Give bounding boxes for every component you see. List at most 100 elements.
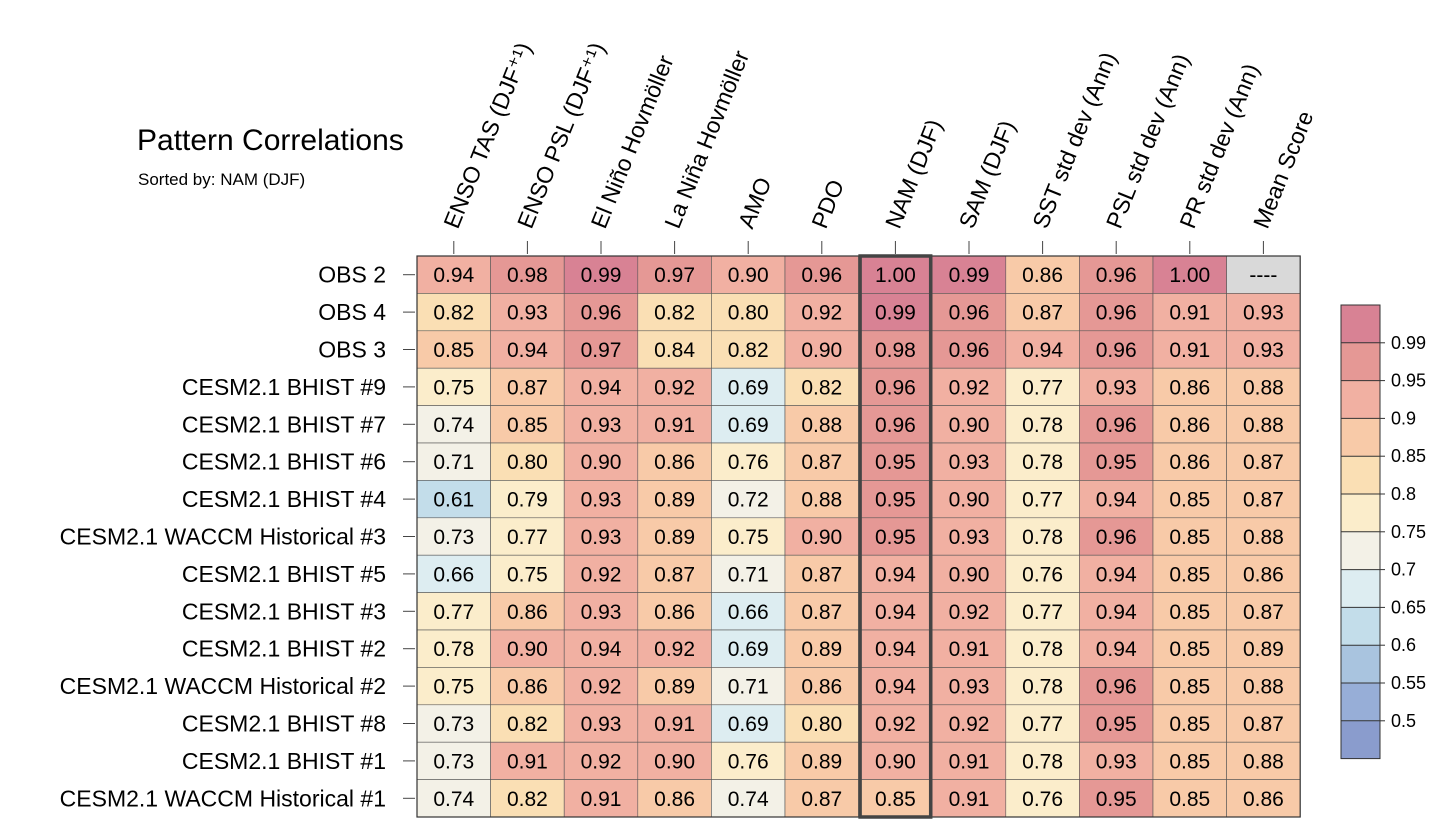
cell-value: 0.96: [875, 414, 916, 437]
cell-value: 0.92: [949, 601, 990, 624]
cell-value: 0.75: [433, 676, 474, 699]
cell-value: 0.92: [581, 750, 622, 773]
colorbar-frame: [1340, 304, 1381, 760]
row-label: CESM2.1 BHIST #7: [182, 411, 386, 437]
heatmap-cell: [1226, 629, 1301, 668]
heatmap-cell: [1226, 704, 1301, 743]
heatmap-cell: [1152, 293, 1227, 332]
cell-value: 0.90: [728, 264, 769, 287]
heatmap-cell: [931, 480, 1007, 519]
cell-value: 0.94: [1096, 489, 1137, 512]
heatmap-cell: [490, 480, 565, 519]
cell-value: 0.85: [1169, 601, 1210, 624]
cell-value: 0.73: [433, 713, 474, 736]
heatmap-cell: [1079, 741, 1154, 780]
heatmap-cell: [416, 779, 491, 818]
cell-value: 0.95: [1096, 788, 1137, 811]
row-label: CESM2.1 BHIST #1: [182, 748, 386, 774]
cell-value: 0.99: [949, 264, 990, 287]
cell-value: 0.94: [581, 376, 622, 399]
heatmap-cell: [563, 704, 639, 743]
cell-value: 0.94: [581, 638, 622, 661]
heatmap-cell: [711, 704, 786, 743]
heatmap-cell: [858, 704, 933, 743]
heatmap-cell: [1079, 592, 1154, 631]
column-label: Mean Score: [1248, 107, 1319, 232]
heatmap-cell: [711, 330, 786, 369]
heatmap-cell: [637, 330, 712, 369]
row-label: CESM2.1 BHIST #4: [182, 486, 386, 512]
cell-value: 0.97: [654, 264, 695, 287]
cell-value: 0.94: [875, 601, 916, 624]
cell-value: 0.93: [949, 526, 990, 549]
heatmap-cell: [784, 442, 859, 481]
heatmap-cell: [1079, 330, 1154, 369]
cell-value: 0.87: [801, 601, 842, 624]
cell-value: 0.86: [801, 676, 842, 699]
heatmap-cell: [637, 667, 712, 706]
heatmap-cell: [416, 704, 491, 743]
heatmap-cell: [711, 592, 786, 631]
heatmap-cell: [1005, 517, 1080, 556]
cell-value: 0.87: [1022, 302, 1063, 325]
heatmap-cell: [416, 554, 491, 593]
cell-value: 0.96: [1096, 264, 1137, 287]
heatmap-cell: [1005, 592, 1080, 631]
row-label: CESM2.1 BHIST #5: [182, 561, 386, 587]
heatmap-cell: [637, 741, 712, 780]
cell-value: 0.80: [507, 451, 548, 474]
colorbar-tick-label: 0.7: [1391, 560, 1416, 580]
heatmap-cell: [637, 554, 712, 593]
cell-value: 0.69: [728, 376, 769, 399]
heatmap-cell: [490, 779, 565, 818]
heatmap-cell: [858, 741, 933, 780]
cell-value: 0.95: [1096, 451, 1137, 474]
cell-value: 0.93: [1096, 376, 1137, 399]
cell-value: 0.86: [1022, 264, 1063, 287]
row-label: CESM2.1 WACCM Historical #2: [60, 673, 386, 699]
heatmap-cell: [1152, 554, 1227, 593]
heatmap-cell: [711, 293, 786, 332]
heatmap-cell: [416, 480, 491, 519]
cell-value: 0.85: [1169, 489, 1210, 512]
heatmap-cell: [1226, 367, 1301, 406]
heatmap-cell: [563, 554, 639, 593]
colorbar-tick-label: 0.65: [1391, 597, 1426, 617]
cell-value: 0.85: [1169, 526, 1210, 549]
cell-value: 0.89: [654, 526, 695, 549]
cell-value: 0.91: [949, 638, 990, 661]
heatmap-cell: [1152, 704, 1227, 743]
cell-value: 0.71: [728, 676, 769, 699]
cell-value: 0.78: [1022, 414, 1063, 437]
heatmap-cell: [1079, 480, 1154, 519]
row-label: OBS 4: [318, 299, 386, 325]
heatmap-cell: [1152, 480, 1227, 519]
row-label: CESM2.1 WACCM Historical #1: [60, 785, 386, 811]
heatmap-cell: [1079, 293, 1154, 332]
column-label: AMO: [733, 174, 777, 232]
heatmap-cell: [637, 517, 712, 556]
heatmap-cell: [1152, 330, 1227, 369]
cell-value: 0.88: [1243, 526, 1284, 549]
cell-value: 0.73: [433, 526, 474, 549]
heatmap-cell: [490, 592, 565, 631]
cell-value: 0.92: [949, 376, 990, 399]
cell-value: 0.87: [1243, 713, 1284, 736]
cell-value: 0.93: [581, 489, 622, 512]
heatmap-cell: [1226, 480, 1301, 519]
heatmap-cell: [490, 554, 565, 593]
heatmap-cell: [858, 255, 933, 294]
cell-value: 0.77: [1022, 713, 1063, 736]
colorbar-bin: [1341, 683, 1380, 721]
cell-value: 0.91: [581, 788, 622, 811]
cell-value: 0.69: [728, 414, 769, 437]
heatmap-cell: [858, 629, 933, 668]
heatmap-cell: [931, 704, 1007, 743]
cell-value: 0.74: [433, 414, 474, 437]
heatmap-cell: [1079, 442, 1154, 481]
cell-value: 0.96: [801, 264, 842, 287]
cell-value: 0.94: [507, 339, 548, 362]
cell-value: 0.88: [1243, 376, 1284, 399]
heatmap-cell: [784, 704, 859, 743]
heatmap-cell: [784, 554, 859, 593]
